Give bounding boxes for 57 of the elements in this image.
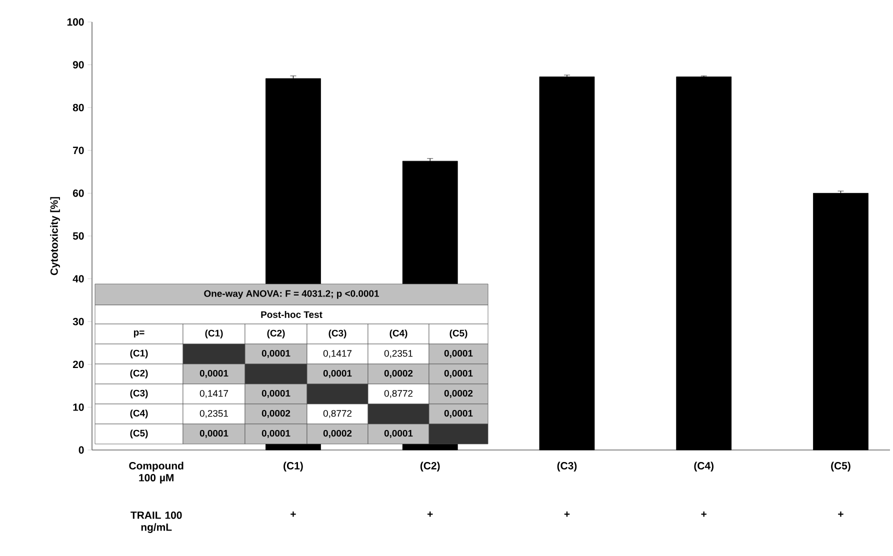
annotation: 0,0001 [262,430,290,438]
x-tick-label: (C1) [284,462,303,472]
annotation: (C5) [450,330,468,338]
annotation: 0,8772 [323,410,352,418]
y-tick-label: 60 [72,189,84,197]
text: TRAIL 100 ng/mL [130,512,182,533]
annotation: Post-hoc Test [261,311,322,318]
annotation: 0,1417 [200,390,228,398]
annotation: 0,0002 [444,390,473,398]
x-tick-label: (C5) [831,462,850,472]
annotation: (C1) [205,330,223,338]
annotation: 0,0002 [384,370,413,378]
x-tick-label: (C2) [420,462,440,472]
annotation: 0,1417 [323,350,352,358]
y-tick-label: 0 [78,446,84,454]
annotation: (C4) [390,330,408,338]
annotation: (C5) [130,430,148,438]
y-axis-title: Cytotoxicity [%] [50,197,60,276]
text: + [564,512,570,517]
annotation: 0,0002 [262,410,290,418]
annotation: (C4) [130,410,148,418]
y-tick-label: 80 [72,104,84,112]
y-tick-label: 50 [72,232,84,240]
annotation: 0,0001 [200,370,228,378]
annotation: (C3) [130,390,148,398]
y-tick-label: 70 [73,146,84,154]
annotation: (C1) [130,350,148,358]
y-tick-label: 40 [72,275,84,282]
y-tick-label: 10 [73,403,84,411]
annotation: 0,0001 [444,410,473,418]
text: + [838,512,844,517]
annotation: (C2) [267,330,285,338]
annotation: One-way ANOVA: F = 4031.2; p <0.0001 [204,290,379,299]
x-tick-label: Compound 100 µM [129,462,184,484]
annotation: (C3) [328,330,346,338]
y-tick-label: 90 [72,61,84,68]
annotation: 0,0001 [262,390,290,398]
y-tick-label: 30 [72,318,84,326]
annotation: p= [134,330,144,338]
annotation: 0,0001 [444,350,473,358]
annotation: 0,0001 [200,430,228,438]
annotation: 0,0002 [323,430,352,438]
annotation: 0,2351 [200,410,228,418]
annotation: 0,2351 [384,350,413,358]
y-tick-label: 100 [67,18,84,26]
x-tick-label: (C4) [694,462,714,472]
x-tick-label: (C3) [557,462,577,472]
annotation: 0,0001 [323,370,352,378]
text: + [701,512,706,517]
text: + [290,512,296,517]
annotation: 0,8772 [384,390,413,398]
annotation: (C2) [130,370,148,378]
annotation: 0,0001 [444,370,473,378]
annotation: 0,0001 [262,350,290,358]
annotation: 0,0001 [384,430,413,438]
text: + [427,512,433,517]
y-tick-label: 20 [72,360,84,368]
